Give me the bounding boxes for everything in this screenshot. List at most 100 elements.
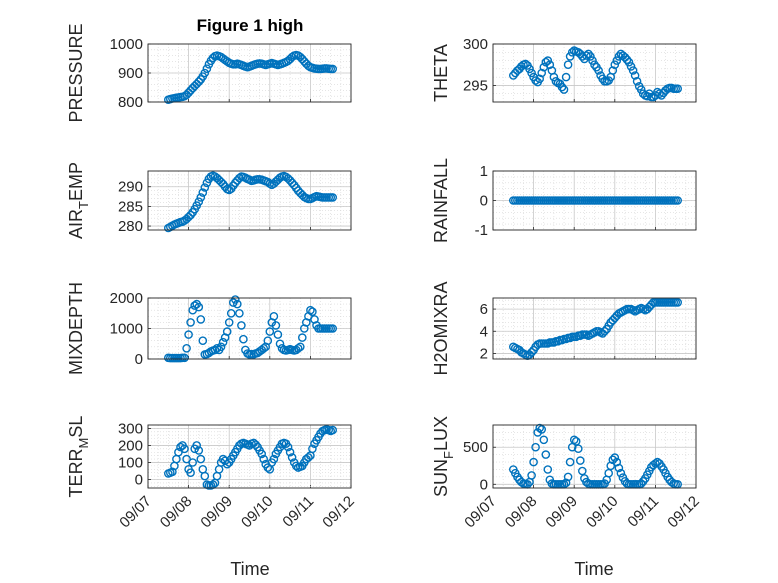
data-point xyxy=(200,471,210,481)
data-point xyxy=(610,453,620,462)
data-point xyxy=(567,48,577,57)
data-point xyxy=(527,68,536,78)
x-tick-label: 09/09 xyxy=(542,493,581,532)
data-point xyxy=(586,52,595,61)
data-point xyxy=(226,308,236,318)
data-point xyxy=(576,49,585,59)
data-point xyxy=(328,425,338,435)
y-tick-label: 300 xyxy=(118,420,143,437)
x-axis-label-right: Time xyxy=(574,559,613,579)
subplot-mixdepth: 0 1000 2000 MIXDEPTH xyxy=(66,282,352,375)
data-point xyxy=(543,465,553,474)
data-point xyxy=(308,444,317,454)
data-point xyxy=(582,51,591,60)
data-point xyxy=(612,56,622,65)
data-point xyxy=(508,71,518,80)
y-axis-label: SUNFLUX xyxy=(431,416,456,497)
x-tick-label: 09/11 xyxy=(624,493,662,531)
data-point xyxy=(186,318,195,327)
data-point xyxy=(594,66,603,75)
data-point xyxy=(541,450,551,459)
data-point xyxy=(259,343,269,353)
data-point xyxy=(527,347,536,357)
x-tick-label: 09/11 xyxy=(279,493,317,531)
axes-frame xyxy=(492,297,697,360)
y-tick-label: 1000 xyxy=(110,321,143,338)
y-tick-label: 0 xyxy=(135,351,143,368)
figure-title: Figure 1 high xyxy=(197,16,304,35)
x-tick-label: 09/10 xyxy=(583,493,622,532)
y-tick-label: 295 xyxy=(463,77,488,94)
data-point xyxy=(259,454,269,464)
data-point xyxy=(287,453,297,462)
subplot-h2omixra: 2 4 6 H2OMIXRA xyxy=(431,281,697,376)
data-point xyxy=(563,60,573,69)
data-point xyxy=(222,327,232,336)
subplot-theta: 295 300 THETA xyxy=(431,36,697,103)
data-point xyxy=(673,196,683,205)
axes-frame xyxy=(147,43,352,103)
data-point xyxy=(269,454,279,464)
y-tick-label: 285 xyxy=(118,198,143,215)
x-tick-label: 09/10 xyxy=(238,493,277,532)
data-point xyxy=(295,342,305,352)
data-point xyxy=(235,308,244,318)
y-tick-label: 0 xyxy=(480,476,488,493)
y-tick-label: 0 xyxy=(135,471,143,488)
data-point xyxy=(269,311,279,321)
data-point xyxy=(608,66,618,75)
y-tick-label: 280 xyxy=(118,218,143,235)
x-tick-label: 09/12 xyxy=(664,493,703,532)
data-point xyxy=(285,447,295,457)
data-point xyxy=(576,456,585,465)
data-point xyxy=(563,472,573,482)
y-axis-label: AIRTEMP xyxy=(66,162,91,239)
data-point xyxy=(328,64,338,74)
data-point xyxy=(529,457,538,467)
subplot-sun-flux: 09/07 09/08 09/09 09/10 09/11 09/12 0 500 SUNFLU… xyxy=(431,416,703,531)
data-point xyxy=(230,295,240,304)
data-point xyxy=(239,334,248,344)
data-point xyxy=(531,76,540,85)
data-point xyxy=(194,446,204,455)
data-point xyxy=(194,302,204,312)
y-tick-label: 100 xyxy=(118,454,143,471)
y-tick-label: 1000 xyxy=(110,36,143,53)
data-point xyxy=(610,60,620,69)
data-point xyxy=(539,435,549,445)
data-point xyxy=(180,444,189,454)
data-point xyxy=(251,440,260,449)
data-point xyxy=(328,193,338,202)
data-point xyxy=(622,55,632,65)
data-point xyxy=(212,343,222,353)
y-tick-label: 290 xyxy=(118,179,143,196)
data-point xyxy=(636,85,646,94)
data-point xyxy=(616,468,626,478)
data-point xyxy=(184,330,193,339)
axes-frame xyxy=(147,170,352,231)
x-tick-label: 09/07 xyxy=(461,493,500,532)
data-point xyxy=(304,453,313,462)
subplot-air-temp: 280 285 290 AIRTEMP xyxy=(66,162,352,239)
data-point xyxy=(200,183,210,192)
data-point xyxy=(565,52,575,61)
y-axis-label: TERRMSL xyxy=(66,416,91,498)
x-axis-label-left: Time xyxy=(230,559,269,579)
data-point xyxy=(537,68,547,78)
y-tick-label: 2 xyxy=(480,345,488,362)
data-point xyxy=(198,188,208,197)
plot-area xyxy=(493,425,696,488)
data-point xyxy=(263,336,273,346)
data-point xyxy=(196,315,206,324)
y-tick-label: 800 xyxy=(118,94,143,111)
data-point xyxy=(194,77,204,86)
y-tick-label: -1 xyxy=(475,222,488,239)
data-point xyxy=(574,444,583,454)
x-tick-label: 09/08 xyxy=(502,493,541,532)
data-point xyxy=(525,64,534,74)
data-point xyxy=(190,301,199,310)
data-point xyxy=(531,442,540,452)
data-point xyxy=(194,197,204,206)
data-point xyxy=(614,52,624,61)
